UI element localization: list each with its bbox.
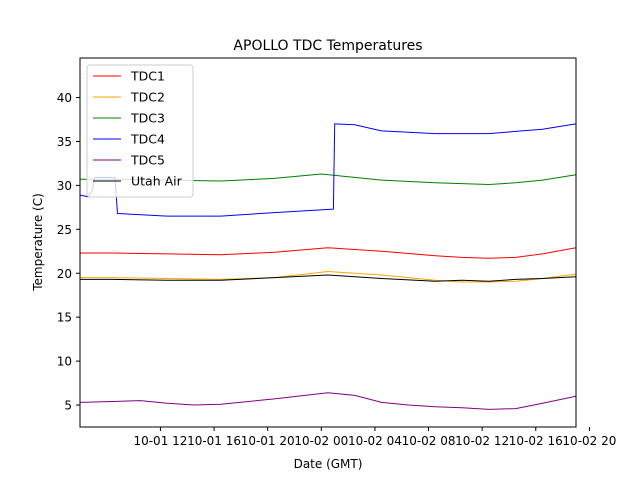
y-tick-label: 40 [57,91,72,105]
y-axis-label: Temperature (C) [31,193,45,292]
x-tick-label: 10-01 16 [187,434,241,448]
y-tick-label: 30 [57,179,72,193]
y-tick-label: 35 [57,135,72,149]
x-tick-label: 10-02 12 [455,434,509,448]
series-tdc2 [80,271,576,283]
y-tick-label: 10 [57,355,72,369]
series-tdc5 [80,392,576,410]
x-tick-label: 10-02 00 [294,434,348,448]
legend: TDC1 TDC2 TDC3 TDC4 TDC5 Utah Air [86,64,194,198]
y-axis: 5 10 15 20 25 30 35 40 [57,91,80,413]
x-tick-label: 10-02 04 [348,434,402,448]
x-tick-label: 10-02 16 [509,434,563,448]
y-tick-label: 25 [57,223,72,237]
legend-label-utah-air: Utah Air [131,174,183,189]
x-tick-label: 10-02 20 [562,434,616,448]
y-tick-label: 5 [64,399,72,413]
legend-label-tdc5: TDC5 [130,153,165,168]
x-tick-label: 10-01 20 [241,434,295,448]
y-tick-label: 15 [57,311,72,325]
legend-label-tdc3: TDC3 [130,111,165,126]
legend-box [86,64,194,198]
x-axis: 10-01 12 10-01 16 10-01 20 10-02 00 10-02 04… [133,427,616,448]
legend-label-tdc1: TDC1 [130,69,165,84]
y-tick-label: 20 [57,267,72,281]
series-tdc1 [80,247,576,259]
chart-title: APOLLO TDC Temperatures [233,38,422,54]
legend-label-tdc4: TDC4 [130,132,165,147]
x-tick-label: 10-02 08 [402,434,456,448]
legend-label-tdc2: TDC2 [130,90,165,105]
series-utah-air [80,274,576,282]
x-axis-label: Date (GMT) [294,457,363,471]
x-tick-label: 10-01 12 [133,434,187,448]
plot-frame [79,57,577,428]
